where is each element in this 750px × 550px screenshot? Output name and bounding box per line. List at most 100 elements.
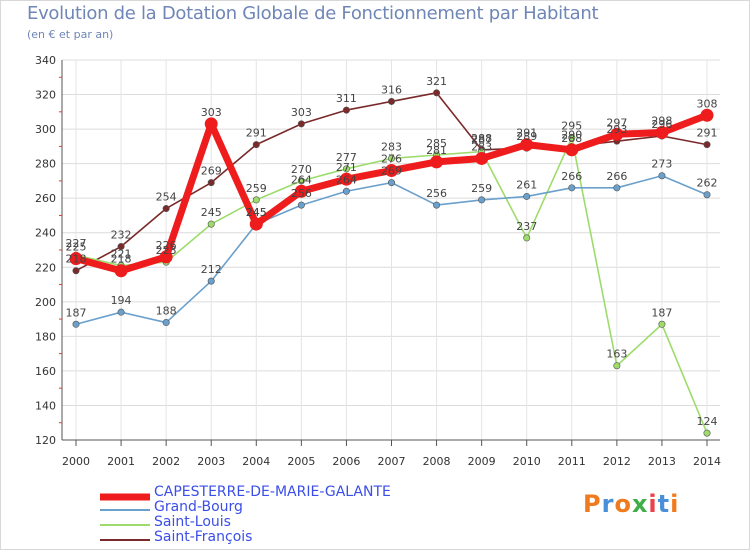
data-label-capesterre-de-marie-galante-2007: 276 [381, 153, 402, 166]
data-point-saint-louis-2003 [207, 220, 215, 228]
data-label-saint-louis-2008: 285 [426, 137, 447, 150]
data-label-grand-bourg-2001: 194 [111, 294, 132, 307]
data-point-saint-francois-2002 [162, 205, 170, 213]
data-label-saint-louis-2012: 163 [606, 348, 627, 361]
logo-letter: t [657, 490, 671, 518]
data-label-saint-francois-2004: 291 [246, 127, 267, 140]
y-tick-label-180: 180 [35, 330, 56, 343]
proxiti-logo: Proxiti [583, 490, 679, 518]
data-label-saint-francois-2000: 218 [66, 253, 87, 266]
data-label-saint-louis-2006: 277 [336, 151, 357, 164]
x-tick-label-2002: 2002 [152, 455, 180, 468]
data-label-capesterre-de-marie-galante-2002: 226 [156, 239, 177, 252]
data-label-saint-francois-2005: 303 [291, 106, 312, 119]
data-point-saint-francois-2000 [72, 267, 80, 275]
data-point-grand-bourg-2012 [613, 184, 621, 192]
data-point-saint-louis-2006 [342, 165, 350, 173]
y-tick-label-220: 220 [35, 261, 56, 274]
x-tick-label-2007: 2007 [378, 455, 406, 468]
data-label-capesterre-de-marie-galante-2009: 283 [471, 140, 492, 153]
data-label-saint-francois-2014: 291 [697, 127, 718, 140]
y-tick-label-280: 280 [35, 158, 56, 171]
data-point-saint-louis-2011 [568, 134, 576, 142]
data-label-capesterre-de-marie-galante-2012: 297 [606, 116, 627, 129]
data-label-saint-louis-2014: 124 [697, 415, 718, 428]
y-tick-label-200: 200 [35, 296, 56, 309]
data-label-saint-francois-2008: 321 [426, 75, 447, 88]
data-point-capesterre-de-marie-galante-2009 [475, 151, 489, 165]
data-point-saint-louis-2005 [297, 177, 305, 185]
data-label-saint-francois-2001: 232 [111, 229, 132, 242]
x-tick-label-2004: 2004 [242, 455, 270, 468]
data-label-saint-louis-2011: 295 [561, 120, 582, 133]
data-label-saint-louis-2013: 187 [651, 306, 672, 319]
data-point-saint-francois-2006 [342, 106, 350, 114]
data-point-saint-louis-2013 [658, 320, 666, 328]
legend-swatch-grand-bourg [100, 509, 150, 511]
data-point-saint-francois-2003 [207, 179, 215, 187]
y-tick-label-260: 260 [35, 192, 56, 205]
logo-letter: r [601, 490, 615, 518]
data-label-saint-louis-2000: 227 [66, 237, 87, 250]
y-tick-label-140: 140 [35, 399, 56, 412]
data-point-saint-francois-2008 [433, 89, 441, 97]
data-point-saint-louis-2014 [703, 429, 711, 437]
data-point-grand-bourg-2010 [523, 192, 531, 200]
chart-title: Evolution de la Dotation Globale de Fonc… [27, 3, 599, 24]
legend-swatch-saint-louis [100, 524, 150, 526]
data-label-capesterre-de-marie-galante-2014: 308 [697, 97, 718, 110]
logo-letter: o [614, 490, 632, 518]
data-label-capesterre-de-marie-galante-2003: 303 [201, 106, 222, 119]
data-label-saint-louis-2002: 223 [156, 244, 177, 257]
data-point-capesterre-de-marie-galante-2005 [294, 184, 308, 198]
data-label-saint-louis-2001: 221 [111, 248, 132, 261]
data-label-saint-francois-2012: 293 [606, 123, 627, 136]
data-point-saint-francois-2007 [387, 97, 395, 105]
data-label-grand-bourg-2004: 245 [246, 206, 267, 219]
data-point-saint-louis-2004 [252, 196, 260, 204]
data-label-capesterre-de-marie-galante-2008: 281 [426, 144, 447, 157]
legend-swatch-capesterre [100, 493, 150, 501]
data-point-capesterre-de-marie-galante-2010 [520, 138, 534, 152]
data-label-capesterre-de-marie-galante-2000: 225 [66, 241, 87, 254]
legend-label-grand-bourg: Grand-Bourg [154, 499, 243, 515]
x-tick-label-2005: 2005 [287, 455, 315, 468]
logo-letter: P [583, 490, 602, 518]
logo-letter: i [670, 490, 680, 518]
data-point-capesterre-de-marie-galante-2008 [430, 155, 444, 169]
data-point-grand-bourg-2003 [207, 277, 215, 285]
x-tick-label-2000: 2000 [62, 455, 90, 468]
x-tick-label-2008: 2008 [423, 455, 451, 468]
data-point-capesterre-de-marie-galante-2003 [204, 117, 218, 131]
data-label-grand-bourg-2003: 212 [201, 263, 222, 276]
data-label-saint-louis-2007: 283 [381, 140, 402, 153]
data-label-saint-louis-2010: 237 [516, 220, 537, 233]
data-label-grand-bourg-2011: 266 [561, 170, 582, 183]
data-point-grand-bourg-2007 [387, 179, 395, 187]
data-label-saint-francois-2006: 311 [336, 92, 357, 105]
data-label-grand-bourg-2002: 188 [156, 305, 177, 318]
data-point-grand-bourg-2005 [297, 201, 305, 209]
data-point-grand-bourg-2014 [703, 191, 711, 199]
data-label-saint-francois-2002: 254 [156, 191, 177, 204]
data-label-grand-bourg-2007: 269 [381, 165, 402, 178]
data-label-saint-francois-2007: 316 [381, 83, 402, 96]
data-label-saint-louis-2009: 287 [471, 134, 492, 147]
data-point-saint-louis-2007 [387, 154, 395, 162]
data-label-saint-francois-2009: 288 [471, 132, 492, 145]
y-tick-label-320: 320 [35, 89, 56, 102]
data-point-saint-francois-2001 [117, 243, 125, 251]
data-point-capesterre-de-marie-galante-2002 [159, 250, 173, 264]
data-point-capesterre-de-marie-galante-2000 [69, 252, 83, 266]
y-tick-label-300: 300 [35, 123, 56, 136]
data-label-capesterre-de-marie-galante-2013: 298 [651, 115, 672, 128]
data-label-capesterre-de-marie-galante-2005: 264 [291, 173, 312, 186]
data-point-grand-bourg-2009 [478, 196, 486, 204]
logo-letter: x [631, 490, 649, 518]
data-point-capesterre-de-marie-galante-2004 [249, 217, 263, 231]
data-label-saint-louis-2003: 245 [201, 206, 222, 219]
data-label-capesterre-de-marie-galante-2006: 271 [336, 161, 357, 174]
y-tick-label-120: 120 [35, 434, 56, 447]
data-label-saint-francois-2011: 290 [561, 128, 582, 141]
